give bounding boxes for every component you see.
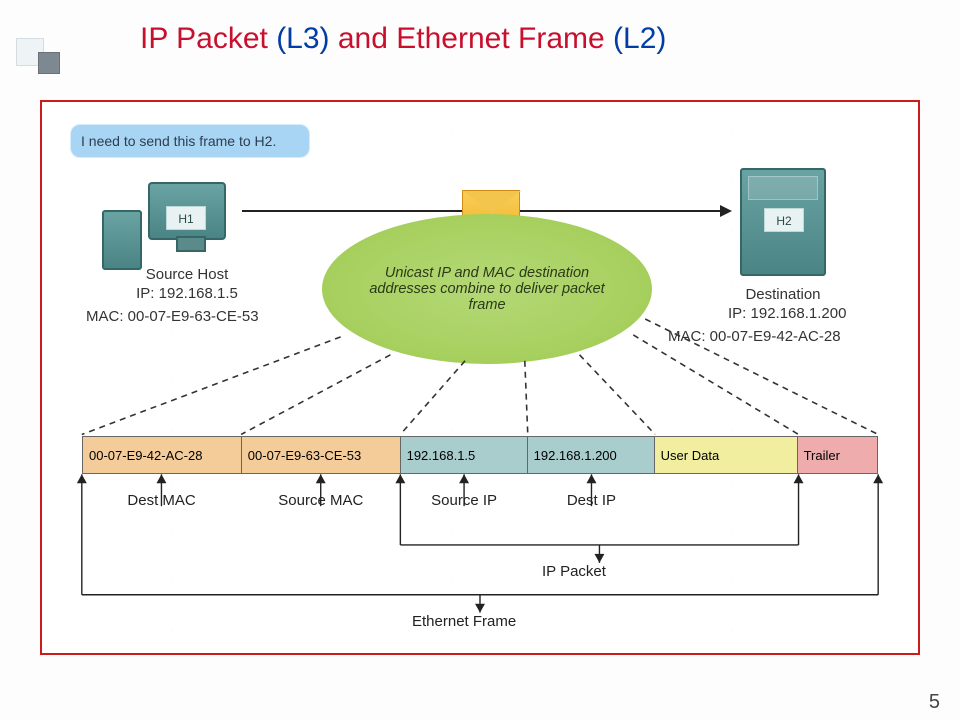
slide-title: IP Packet (L3) and Ethernet Frame (L2) — [140, 22, 666, 56]
diagram-container: I need to send this frame to H2. H1 Sour… — [40, 100, 920, 655]
oval-text: Unicast IP and MAC destination addresses… — [352, 265, 622, 313]
frame-segment-0: 00-07-E9-42-AC-28 — [83, 437, 242, 473]
h1-caption: Source Host — [132, 266, 242, 283]
ethernet-frame-label: Ethernet Frame — [412, 613, 516, 630]
h2-caption: Destination — [728, 286, 838, 303]
pc-tower-icon — [102, 210, 142, 270]
h2-mac: MAC: 00-07-E9-42-AC-28 — [668, 326, 838, 349]
title-part-4: (L2) — [613, 22, 666, 55]
segment-label-1: Source MAC — [278, 492, 363, 509]
destination-host: H2 Destination IP: 192.168.1.200 MAC: 00… — [728, 168, 838, 348]
h1-mac: MAC: 00-07-E9-63-CE-53 — [86, 306, 242, 329]
ip-packet-label: IP Packet — [542, 563, 606, 580]
title-part-2: (L3) — [276, 22, 338, 55]
segment-label-0: Dest MAC — [127, 492, 195, 509]
speech-bubble-text: I need to send this frame to H2. — [81, 133, 276, 149]
h1-plate: H1 — [166, 206, 206, 230]
h1-ip: IP: 192.168.1.5 — [132, 283, 242, 306]
source-host: H1 Source Host IP: 192.168.1.5 MAC: 00-0… — [132, 182, 242, 328]
title-part-1: IP Packet — [140, 22, 276, 55]
frame-structure-row: 00-07-E9-42-AC-2800-07-E9-63-CE-53192.16… — [82, 436, 878, 474]
h2-plate: H2 — [764, 208, 804, 232]
segment-labels-row: Dest MAC Source MAC Source IP Dest IP — [82, 492, 878, 512]
title-decoration — [0, 38, 80, 76]
description-oval: Unicast IP and MAC destination addresses… — [322, 214, 652, 364]
frame-segment-1: 00-07-E9-63-CE-53 — [242, 437, 401, 473]
speech-bubble: I need to send this frame to H2. — [70, 124, 310, 158]
frame-segment-3: 192.168.1.200 — [528, 437, 655, 473]
frame-segment-5: Trailer — [798, 437, 877, 473]
title-part-3: and Ethernet Frame — [338, 22, 613, 55]
page-number: 5 — [929, 691, 940, 714]
h2-ip: IP: 192.168.1.200 — [728, 303, 838, 326]
segment-label-3: Dest IP — [567, 492, 616, 509]
frame-segment-4: User Data — [655, 437, 798, 473]
frame-segment-2: 192.168.1.5 — [401, 437, 528, 473]
segment-label-2: Source IP — [431, 492, 497, 509]
